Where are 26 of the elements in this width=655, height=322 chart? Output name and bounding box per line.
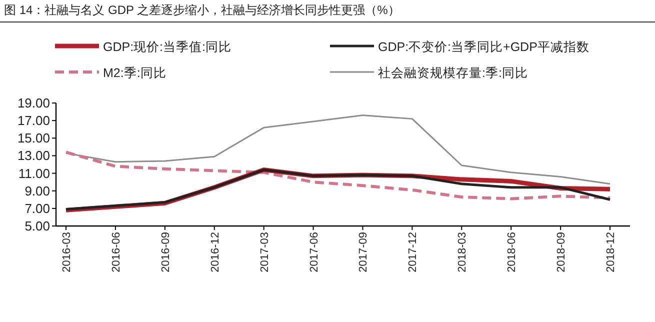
y-tick-label: 19.00 xyxy=(17,96,50,110)
y-tick-label: 7.00 xyxy=(24,200,50,216)
y-tick-label: 11.00 xyxy=(18,166,50,181)
x-tick-label: 2016-03 xyxy=(61,232,73,272)
chart-title: 图 14：社融与名义 GDP 之差逐步缩小，社融与经济增长同步性更强（%） xyxy=(4,3,400,17)
y-tick-label: 9.00 xyxy=(24,183,50,198)
legend-label: 社会融资规模存量:季:同比 xyxy=(378,66,528,80)
x-tick-label: 2017-06 xyxy=(308,232,320,272)
y-tick-label: 15.00 xyxy=(17,130,50,146)
x-tick-label: 2018-06 xyxy=(506,232,518,272)
x-tick-label: 2016-12 xyxy=(209,232,222,272)
legend-label: GDP:现价:当季值:同比 xyxy=(103,40,232,54)
x-tick-label: 2018-03 xyxy=(456,232,469,272)
legend-label: M2:季:同比 xyxy=(103,66,166,80)
x-tick-label: 2017-09 xyxy=(358,232,370,272)
y-tick-label: 5.00 xyxy=(24,218,50,234)
y-tick-label: 13.00 xyxy=(17,148,50,164)
x-tick-label: 2018-09 xyxy=(556,232,568,272)
line-series xyxy=(64,150,612,200)
legend-label: GDP:不变价:当季同比+GDP平减指数 xyxy=(378,40,590,54)
x-tick-label: 2017-03 xyxy=(258,232,271,272)
x-tick-label: 2016-09 xyxy=(160,232,172,272)
x-tick-label: 2016-06 xyxy=(110,232,122,272)
x-tick-label: 2018-12 xyxy=(605,232,617,272)
x-tick-label: 2017-12 xyxy=(407,232,420,272)
y-tick-label: 17.00 xyxy=(17,113,50,128)
